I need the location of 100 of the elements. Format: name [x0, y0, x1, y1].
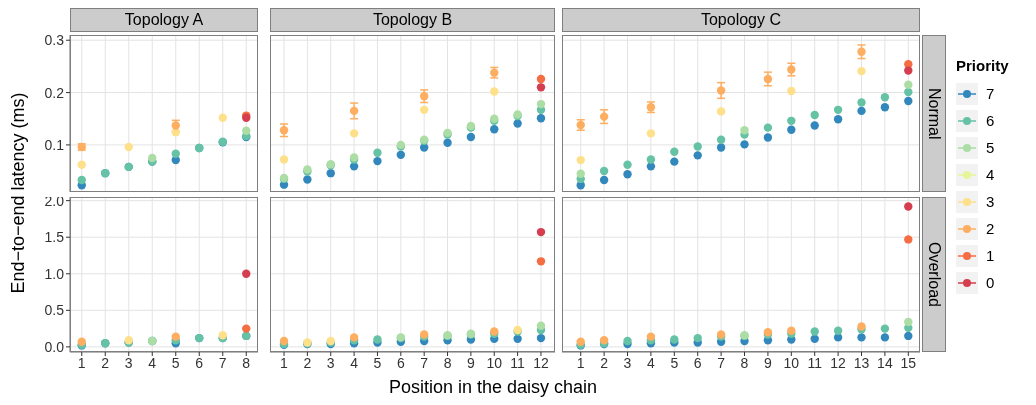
- y-axis-title: End−to−end latency (ms): [7, 92, 28, 294]
- point: [303, 175, 312, 184]
- point: [904, 235, 913, 244]
- point: [787, 86, 796, 96]
- x-tick-label: 13: [853, 354, 870, 371]
- point: [857, 98, 866, 107]
- point: [349, 106, 359, 116]
- point: [536, 83, 546, 92]
- point: [833, 105, 843, 115]
- x-tick-label: 9: [764, 354, 773, 371]
- point: [349, 129, 359, 138]
- y-tick-label: 0.2: [44, 84, 65, 101]
- point: [716, 107, 726, 116]
- x-tick-label: 3: [124, 354, 133, 371]
- point: [536, 114, 546, 123]
- point: [536, 321, 546, 330]
- legend-label: 6: [986, 112, 995, 129]
- point: [670, 147, 679, 156]
- x-tick-label: 5: [373, 354, 382, 371]
- point: [373, 156, 382, 166]
- y2-axis-title: Normal: [926, 87, 943, 140]
- x-tick-label: 12: [830, 354, 847, 371]
- point: [124, 142, 133, 152]
- point: [904, 317, 913, 327]
- point: [833, 326, 843, 335]
- x-tick-label: 10: [486, 354, 503, 371]
- x-tick-label: 11: [807, 354, 823, 371]
- point: [693, 333, 702, 343]
- point: [513, 119, 522, 128]
- point: [904, 80, 913, 89]
- x-tick-label: 12: [533, 354, 549, 371]
- point: [670, 157, 679, 166]
- point: [716, 86, 726, 95]
- x-tick-label: 4: [647, 354, 656, 371]
- point: [880, 103, 890, 112]
- x-tick-label: 6: [396, 354, 405, 371]
- chart-title: Topology C: [700, 11, 782, 28]
- x-tick-label: 2: [600, 354, 609, 371]
- x-tick-label: 8: [242, 354, 251, 371]
- point: [646, 129, 656, 138]
- point: [693, 151, 702, 160]
- point: [536, 333, 546, 343]
- y-tick-label: 0.0: [44, 338, 65, 355]
- point: [536, 99, 546, 109]
- x-tick-label: 15: [900, 354, 917, 371]
- point: [443, 138, 452, 148]
- point: [857, 333, 866, 342]
- y-tick-label: 0.5: [44, 302, 65, 319]
- point: [787, 116, 796, 126]
- point: [242, 269, 251, 278]
- point: [576, 169, 585, 178]
- x-tick-label: 6: [195, 354, 204, 371]
- legend-label: 2: [986, 220, 995, 237]
- point: [904, 87, 913, 97]
- legend-label: 1: [986, 247, 995, 264]
- point: [646, 155, 656, 164]
- y2-axis-title: Overload: [926, 242, 943, 307]
- x-tick-label: 5: [670, 354, 679, 371]
- chart-title: Topology A: [124, 11, 204, 28]
- point: [810, 110, 819, 120]
- legend-label: 0: [986, 274, 995, 291]
- legend-title: Priority: [956, 57, 1009, 74]
- y-tick-label: 0.3: [44, 32, 65, 49]
- x-tick-label: 8: [443, 354, 452, 371]
- x-tick-label: 3: [623, 354, 632, 371]
- point: [740, 140, 749, 149]
- point: [857, 47, 866, 56]
- point: [904, 66, 913, 75]
- point: [810, 334, 819, 344]
- point: [716, 135, 726, 144]
- point: [171, 332, 180, 341]
- point: [576, 155, 585, 165]
- point: [513, 334, 522, 344]
- point: [623, 170, 632, 179]
- point: [490, 87, 499, 96]
- point: [536, 74, 546, 84]
- x-tick-label: 2: [101, 354, 110, 371]
- point: [880, 93, 890, 102]
- point: [77, 160, 86, 169]
- point: [373, 148, 382, 157]
- point: [880, 333, 890, 342]
- x-tick-label: 1: [576, 354, 585, 371]
- x-tick-label: 9: [467, 354, 475, 371]
- point: [536, 227, 546, 237]
- point: [693, 142, 702, 151]
- legend-label: 4: [986, 166, 995, 183]
- x-axis-title: Position in the daisy chain: [388, 376, 598, 397]
- point: [904, 202, 913, 211]
- x-tick-label: 5: [171, 354, 180, 371]
- point: [763, 123, 773, 132]
- point: [599, 112, 609, 121]
- legend-label: 7: [986, 85, 995, 102]
- legend-label: 3: [986, 193, 995, 210]
- point: [904, 331, 913, 341]
- x-tick-label: 3: [326, 354, 335, 371]
- x-tick-label: 4: [148, 354, 157, 371]
- x-tick-label: 10: [783, 354, 800, 371]
- x-tick-label: 1: [77, 354, 86, 371]
- x-tick-label: 4: [350, 354, 359, 371]
- point: [419, 105, 429, 115]
